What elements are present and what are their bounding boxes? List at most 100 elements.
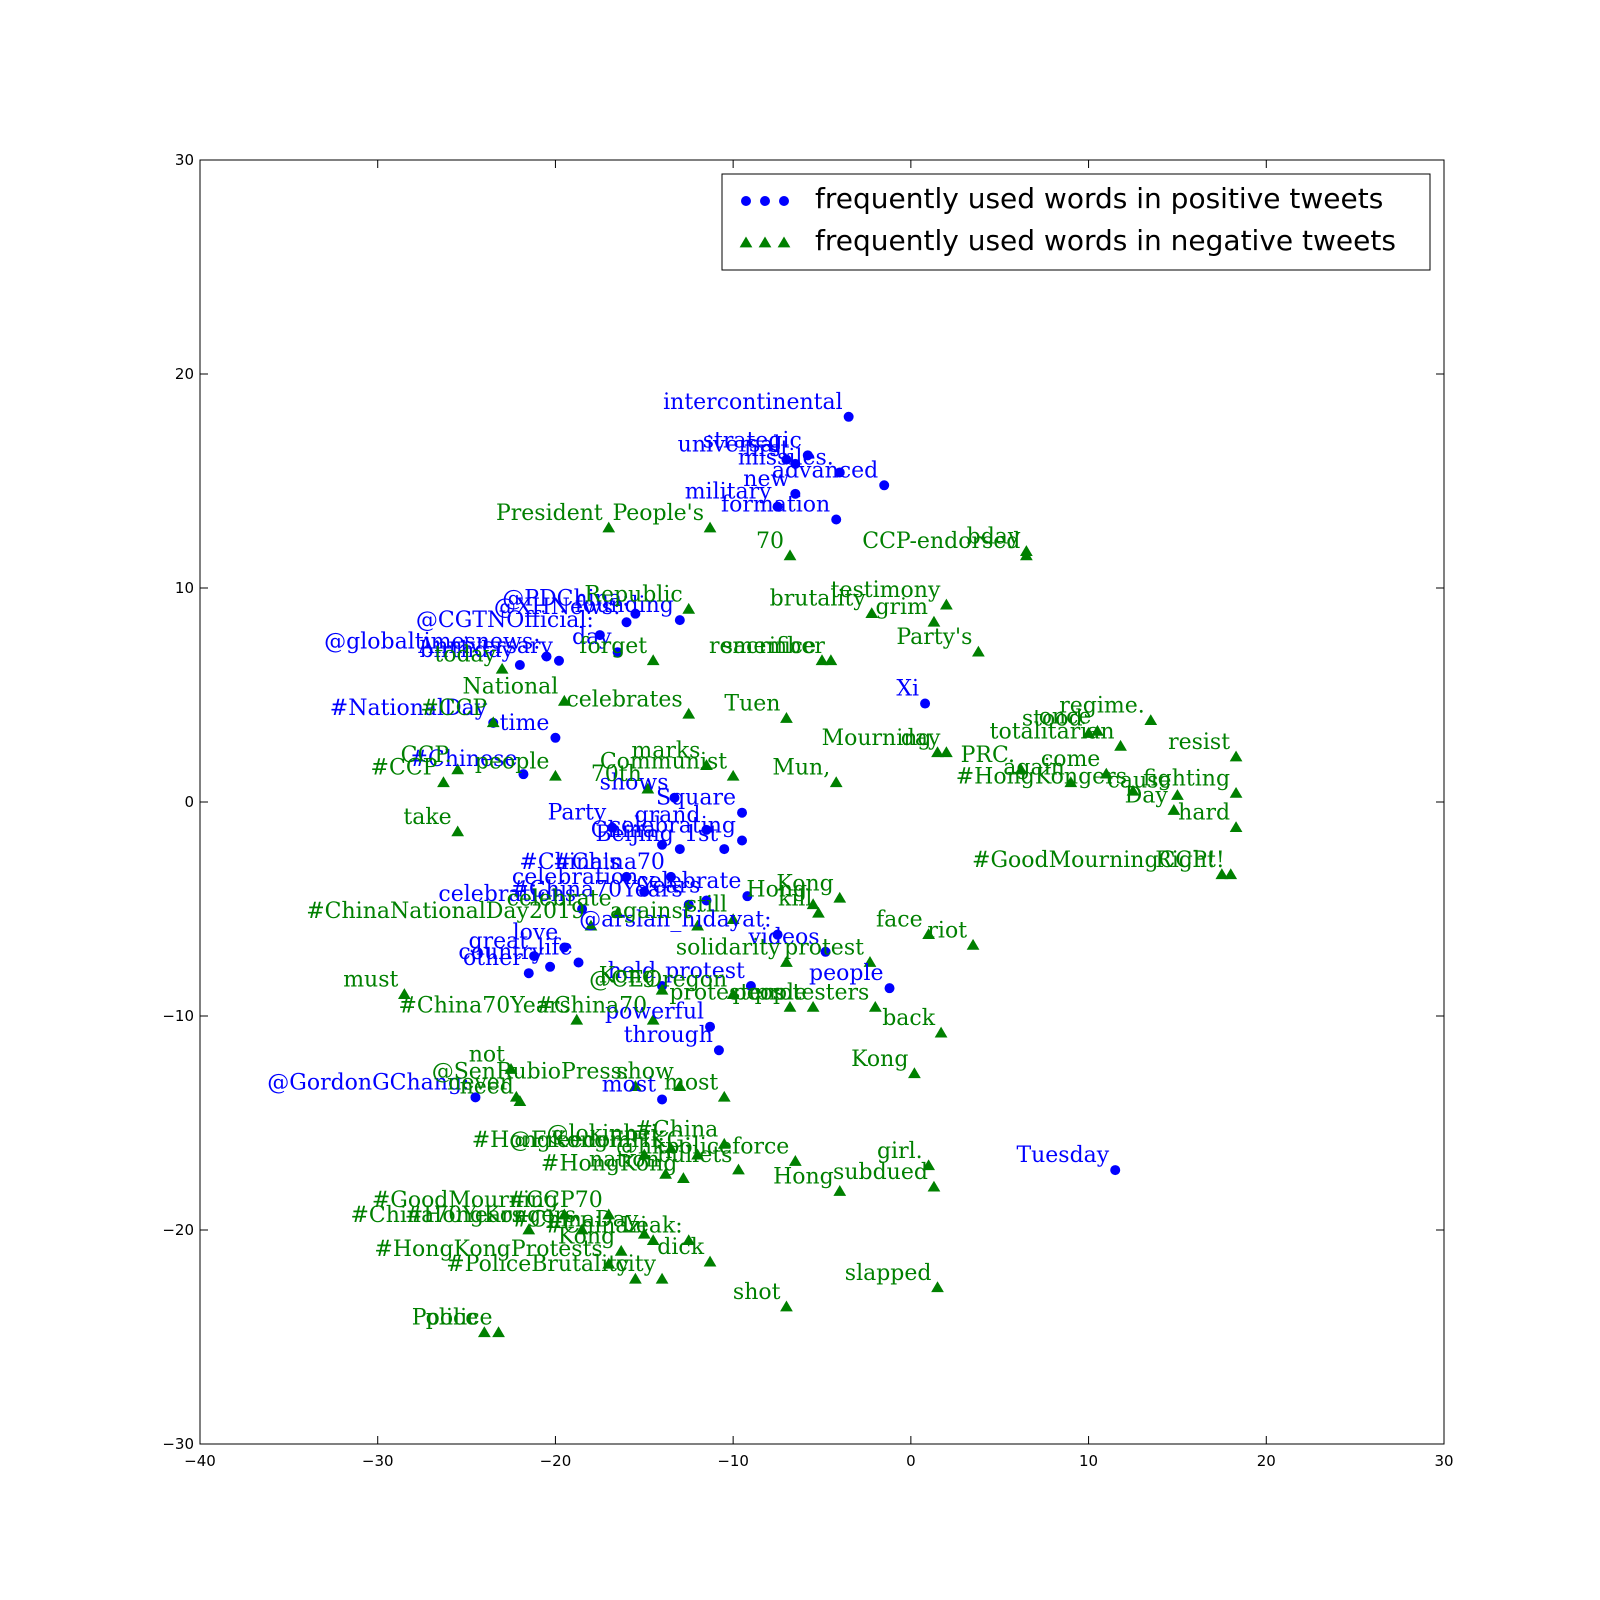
point-label: People's (612, 501, 704, 526)
point-label: #HongKongers (405, 1203, 576, 1228)
data-point (522, 1223, 536, 1235)
point-label: formation (721, 493, 830, 518)
point-label: first (744, 437, 789, 462)
x-tick-label: −20 (540, 1452, 572, 1470)
point-label: 1st (684, 822, 718, 847)
data-point (674, 615, 685, 626)
data-point (863, 956, 877, 967)
data-point (1229, 786, 1243, 798)
point-label: #GoodMourningCCP! (972, 848, 1216, 873)
point-label: founding (575, 593, 674, 618)
point-label: shows (600, 771, 669, 796)
y-tick-label: 20 (175, 365, 194, 383)
data-point (833, 1184, 847, 1196)
data-point (772, 501, 783, 512)
data-point (677, 1172, 690, 1183)
data-point (812, 906, 825, 918)
data-point (1167, 804, 1181, 815)
data-point (931, 746, 944, 758)
point-label: come (1041, 747, 1100, 772)
data-point (1229, 750, 1243, 762)
data-point (614, 1244, 628, 1256)
point-label: show (616, 1060, 674, 1085)
data-point (833, 891, 847, 903)
data-point (451, 825, 465, 837)
x-tick-label: −10 (717, 1452, 749, 1470)
y-tick-label: −10 (162, 1007, 194, 1025)
point-label: Tuesday (1016, 1143, 1109, 1168)
data-point (602, 521, 616, 533)
point-label: National (463, 674, 559, 699)
point-label: military (685, 480, 772, 505)
point-label: protest (784, 936, 864, 961)
point-label: celebrate (507, 886, 612, 911)
point-label: #China70 (535, 993, 647, 1018)
point-label: again (1003, 756, 1065, 781)
point-label: marks (631, 739, 700, 764)
x-tick-label: 20 (1257, 1452, 1276, 1470)
point-label: must (343, 968, 398, 993)
data-point (700, 759, 713, 770)
data-point (646, 1234, 660, 1246)
data-point (437, 776, 450, 788)
data-point (541, 651, 552, 662)
point-label: remember (709, 634, 825, 659)
point-label: grand (635, 803, 701, 828)
point-label: #China's (519, 850, 620, 875)
data-point (781, 454, 792, 465)
point-label: sacrifice (722, 634, 816, 659)
point-label: celebrate (636, 869, 741, 894)
y-tick-label: 0 (184, 793, 194, 811)
data-point (1064, 776, 1078, 788)
data-point (726, 769, 740, 781)
point-label: @PDChina: (502, 587, 629, 612)
data-point (829, 776, 843, 788)
x-tick-label: 30 (1434, 1452, 1453, 1470)
point-label: 70th (591, 762, 642, 787)
data-point (927, 615, 941, 627)
data-point (559, 942, 570, 953)
data-point (451, 763, 465, 775)
data-point (705, 1021, 716, 1032)
point-label: #Chinese (409, 747, 517, 772)
data-point (745, 981, 756, 992)
point-label: Mourning (822, 726, 932, 751)
data-point (673, 1080, 687, 1091)
point-label: Hong (773, 1164, 834, 1189)
legend-marker (741, 196, 751, 206)
legend-entry-negative: frequently used words in negative tweets (815, 224, 1396, 257)
legend-marker (777, 236, 791, 248)
point-label: face (876, 908, 923, 933)
legend-box (721, 173, 1431, 271)
data-point (545, 961, 556, 972)
point-label: #HongKongers (956, 764, 1127, 789)
data-point (713, 1045, 724, 1056)
point-label: take (403, 805, 451, 830)
point-label: #Chinazi (545, 1214, 647, 1239)
point-label: #China70Years (398, 993, 570, 1018)
data-point (664, 1142, 678, 1154)
y-tick-label: −30 (162, 1435, 194, 1453)
point-label: Kong (599, 963, 656, 988)
data-point (824, 654, 838, 666)
point-label: #PoliceBrutality (446, 1252, 630, 1277)
data-point (920, 698, 931, 709)
data-point (621, 871, 632, 882)
legend: frequently used words in positive tweets… (721, 173, 1431, 271)
point-label: through (624, 1023, 713, 1048)
legend-marker (758, 236, 772, 248)
point-label: riot (927, 918, 967, 943)
point-label: #China70Years (510, 878, 682, 903)
data-point (691, 1148, 704, 1160)
point-label: kill (778, 886, 812, 911)
point-label: missiles. (738, 445, 834, 470)
point-label: Tuen (724, 692, 780, 717)
point-label: slapped (845, 1261, 932, 1286)
point-label: brutality (770, 587, 867, 612)
point-label: CCP-endorsed (862, 529, 1020, 554)
data-point (1224, 868, 1238, 880)
point-label: Leak: (621, 1214, 683, 1239)
data-point (514, 660, 525, 671)
point-label: most (602, 1072, 656, 1097)
